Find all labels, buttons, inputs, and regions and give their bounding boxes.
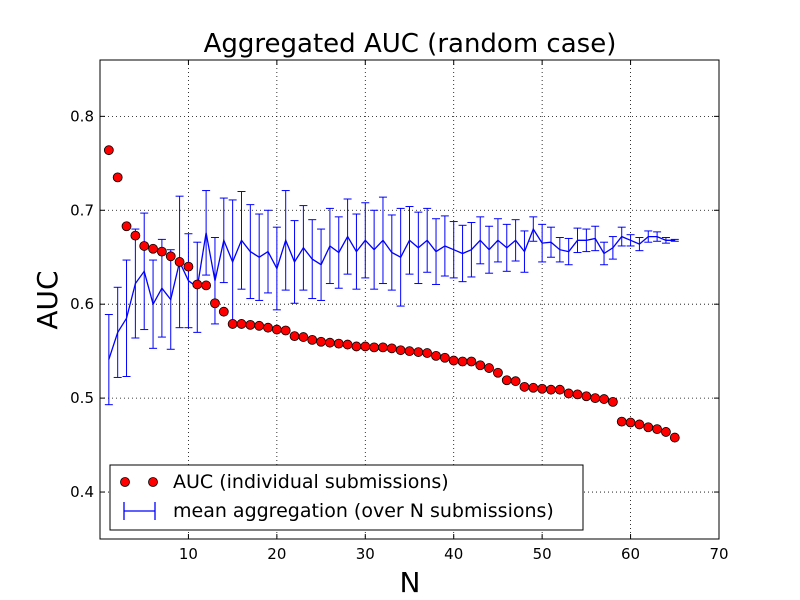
auc-point [634, 419, 645, 430]
auc-point [572, 389, 583, 400]
auc-point [528, 382, 539, 393]
auc-point [254, 320, 265, 331]
auc-point [325, 337, 335, 348]
auc-point [563, 388, 574, 399]
auc-point [590, 393, 601, 404]
y-tick-label: 0.8 [70, 107, 94, 125]
x-tick-label: 30 [356, 545, 375, 563]
auc-point [652, 424, 662, 435]
auc-point [333, 338, 344, 349]
auc-point [351, 341, 362, 352]
axis-ticks: 10 20 30 40 50 60 70 0.4 0.5 0.6 0.7 0.8 [70, 60, 729, 563]
auc-point [369, 342, 380, 353]
auc-point [661, 427, 671, 437]
auc-point [342, 339, 353, 350]
y-tick-label: 0.5 [70, 389, 94, 407]
auc-point [165, 251, 176, 262]
auc-point [537, 383, 548, 394]
x-axis-label: N [400, 566, 421, 599]
y-axis-label: AUC [31, 270, 64, 329]
auc-point [422, 348, 433, 358]
auc-point [298, 332, 309, 342]
legend-box [109, 464, 584, 531]
auc-point [501, 375, 512, 386]
chart-title: Aggregated AUC (random case) [204, 29, 617, 59]
auc-point [210, 298, 220, 309]
legend-marker-auc [120, 477, 130, 487]
auc-point [139, 241, 150, 251]
auc-point [263, 322, 273, 333]
auc-point [669, 432, 680, 443]
auc-point [236, 319, 247, 329]
auc-point [121, 221, 132, 232]
auc-point [192, 279, 203, 290]
auc-point [625, 417, 636, 428]
mean-aggregation-line [108, 227, 675, 360]
auc-point [413, 347, 424, 357]
auc-point [439, 352, 450, 363]
auc-point [546, 384, 556, 395]
x-tick-label: 70 [709, 545, 728, 563]
auc-point [581, 391, 592, 402]
auc-point [475, 360, 486, 371]
legend-marker-auc [148, 477, 158, 487]
auc-point [218, 306, 229, 317]
auc-point [130, 230, 141, 241]
auc-point [510, 376, 521, 387]
auc-point [271, 324, 282, 335]
auc-point [112, 172, 123, 183]
auc-point [643, 422, 654, 433]
auc-point [395, 345, 406, 356]
plot-frame [99, 59, 720, 540]
auc-point [431, 350, 441, 361]
auc-point [174, 257, 185, 267]
auc-point [519, 381, 530, 392]
auc-point [227, 319, 238, 329]
auc-point [289, 331, 300, 342]
auc-point [103, 145, 114, 156]
auc-point [386, 343, 397, 354]
auc-point [245, 319, 256, 330]
auc-point [404, 346, 415, 357]
y-tick-label: 0.6 [70, 295, 94, 313]
legend-label-mean: mean aggregation (over N submissions) [173, 500, 554, 522]
auc-point [183, 261, 194, 272]
auc-point [616, 416, 627, 427]
individual-auc-series [103, 145, 680, 443]
auc-point [307, 334, 318, 345]
auc-point [466, 356, 477, 367]
auc-point [599, 394, 609, 404]
x-tick-label: 10 [179, 545, 198, 563]
y-tick-label: 0.4 [70, 483, 94, 501]
auc-point [457, 356, 468, 367]
auc-point [201, 280, 212, 291]
x-tick-label: 40 [444, 545, 463, 563]
auc-point [493, 367, 503, 378]
x-tick-label: 60 [621, 545, 640, 563]
auc-point [148, 243, 158, 254]
x-tick-label: 50 [533, 545, 552, 563]
auc-point [484, 363, 494, 373]
auc-point [280, 325, 291, 336]
mean-aggregation-series [104, 190, 679, 406]
auc-point [156, 246, 167, 257]
auc-point [448, 355, 459, 366]
legend: AUC (individual submissions) mean aggreg… [109, 464, 584, 531]
auc-point [607, 396, 618, 407]
y-tick-label: 0.7 [70, 201, 94, 219]
x-tick-label: 20 [267, 545, 286, 563]
auc-point [316, 336, 326, 347]
legend-label-auc: AUC (individual submissions) [173, 471, 449, 493]
auc-point [378, 342, 388, 353]
auc-point [360, 341, 371, 352]
auc-point [554, 384, 565, 395]
